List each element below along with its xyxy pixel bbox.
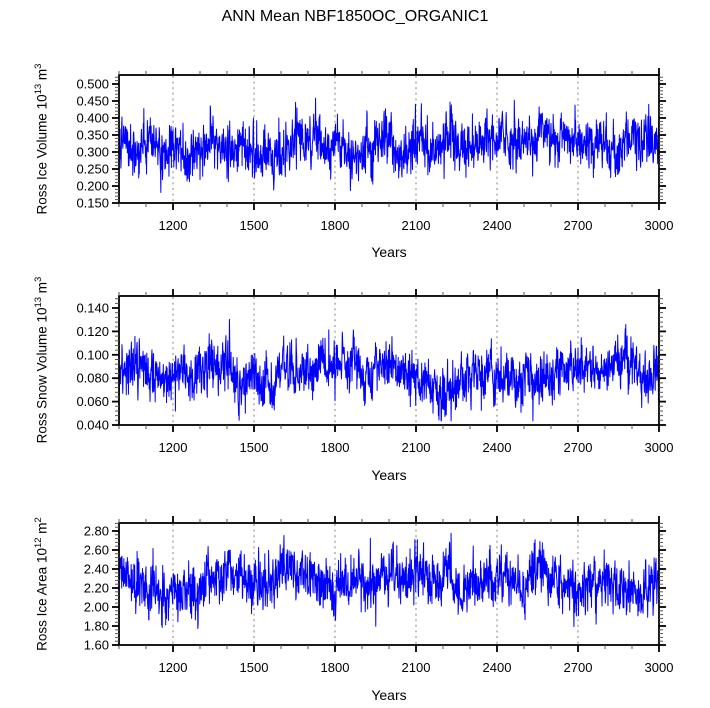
x-axis-label-panel3: Years	[371, 687, 407, 703]
x-tick-label: 1200	[159, 218, 188, 233]
y-tick-label: 2.60	[84, 543, 109, 558]
x-tick-label: 2100	[402, 660, 431, 675]
x-tick-label: 1800	[321, 440, 350, 455]
y-tick-label: 2.40	[84, 562, 109, 577]
x-tick-label: 1500	[240, 440, 269, 455]
x-tick-label: 1500	[240, 218, 269, 233]
y-tick-label: 0.120	[76, 324, 109, 339]
y-tick-label: 0.450	[76, 94, 109, 109]
y-tick-label: 0.400	[76, 111, 109, 126]
x-tick-label: 2100	[402, 218, 431, 233]
y-tick-label: 1.60	[84, 638, 109, 653]
series-line-ross-ice-area	[118, 532, 660, 629]
y-tick-label: 0.500	[76, 77, 109, 92]
series-line-ross-ice-volume	[118, 97, 660, 193]
y-tick-label: 0.150	[76, 196, 109, 211]
x-tick-label: 2400	[483, 218, 512, 233]
y-tick-label: 2.20	[84, 581, 109, 596]
x-tick-label: 1200	[159, 440, 188, 455]
y-tick-label: 0.080	[76, 371, 109, 386]
y-tick-label: 0.250	[76, 162, 109, 177]
chart-title: ANN Mean NBF1850OC_ORGANIC1	[221, 8, 489, 25]
x-tick-label: 3000	[645, 440, 674, 455]
x-tick-label: 1800	[321, 660, 350, 675]
series-line-ross-snow-volume	[118, 318, 660, 422]
x-tick-label: 2700	[564, 660, 593, 675]
y-tick-label: 2.00	[84, 600, 109, 615]
x-tick-label: 2100	[402, 440, 431, 455]
x-tick-label: 3000	[645, 660, 674, 675]
y-tick-label: 0.140	[76, 301, 109, 316]
y-tick-label: 0.200	[76, 179, 109, 194]
y-tick-label: 0.350	[76, 128, 109, 143]
y-tick-label: 2.80	[84, 524, 109, 539]
x-tick-label: 2400	[483, 660, 512, 675]
x-tick-label: 1200	[159, 660, 188, 675]
x-tick-label: 1800	[321, 218, 350, 233]
x-axis-label-panel2: Years	[371, 467, 407, 483]
y-tick-label: 0.300	[76, 145, 109, 160]
x-tick-label: 2700	[564, 440, 593, 455]
x-axis-label-panel1: Years	[371, 244, 407, 260]
x-tick-label: 2400	[483, 440, 512, 455]
x-tick-label: 1500	[240, 660, 269, 675]
y-tick-label: 0.100	[76, 347, 109, 362]
x-tick-label: 3000	[645, 218, 674, 233]
x-tick-label: 2700	[564, 218, 593, 233]
y-tick-label: 1.80	[84, 619, 109, 634]
y-tick-label: 0.040	[76, 418, 109, 433]
y-tick-label: 0.060	[76, 394, 109, 409]
